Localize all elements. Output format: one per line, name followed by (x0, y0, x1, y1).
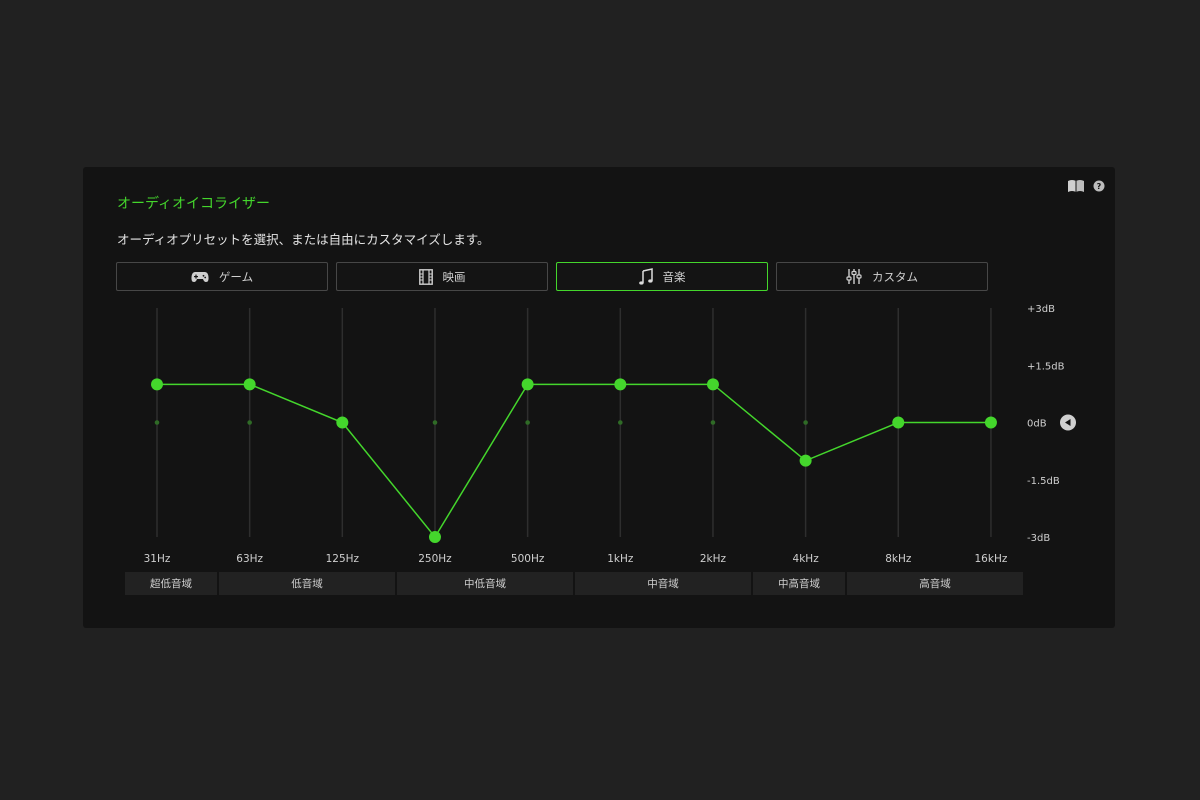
eq-band-knob-250Hz[interactable] (428, 531, 441, 543)
frequency-band-label: 中高音域 (753, 572, 845, 595)
eq-band-knob-1kHz[interactable] (614, 378, 627, 391)
eq-band-knob-63Hz[interactable] (243, 378, 256, 391)
preset-music-button[interactable]: 音楽 (556, 262, 768, 291)
eq-curve-line (157, 383, 991, 539)
panel-title: オーディオイコライザー (117, 196, 271, 212)
db-tick-label: +1.5dB (1027, 361, 1065, 372)
help-icon[interactable]: ? (1093, 180, 1105, 192)
eq-band-knob-125Hz[interactable] (336, 416, 349, 429)
eq-band-knob-8kHz[interactable] (892, 416, 905, 429)
zero-marker (618, 420, 623, 425)
frequency-label: 125Hz (326, 553, 360, 565)
eq-band-knob-500Hz[interactable] (521, 378, 534, 391)
frequency-band-label: 超低音域 (125, 572, 217, 595)
preset-label: 音楽 (662, 269, 686, 284)
zero-marker (432, 420, 438, 425)
preset-custom-button[interactable]: カスタム (776, 262, 988, 291)
panel-description: オーディオプリセットを選択、または自由にカスタマイズします。 (117, 232, 490, 247)
svg-text:?: ? (1097, 182, 1102, 191)
equalizer-panel: ? オーディオイコライザー オーディオプリセットを選択、または自由にカスタマイズ… (83, 167, 1115, 628)
frequency-band-label: 中低音域 (397, 572, 573, 595)
db-tick-label: -1.5dB (1027, 476, 1060, 487)
frequency-band-label: 中音域 (575, 572, 751, 595)
frequency-label: 63Hz (236, 553, 263, 565)
preset-label: 映画 (442, 269, 466, 284)
frequency-band-label: 低音域 (219, 572, 395, 595)
db-tick-label: 0dB (1027, 419, 1047, 430)
frequency-label: 1kHz (607, 553, 634, 565)
music-note-icon (638, 268, 653, 285)
preset-label: カスタム (872, 269, 918, 284)
gamepad-icon (191, 271, 209, 283)
book-icon[interactable] (1067, 179, 1085, 193)
eq-band-knob-4kHz[interactable] (799, 454, 812, 467)
preset-movie-button[interactable]: 映画 (336, 262, 548, 291)
frequency-label: 2kHz (700, 553, 727, 565)
sliders-icon (846, 268, 862, 285)
frequency-label: 8kHz (885, 553, 912, 565)
frequency-label: 250Hz (418, 553, 452, 565)
zero-marker (710, 420, 716, 425)
zero-marker (154, 420, 160, 425)
panel-corner-icons: ? (1067, 179, 1105, 193)
frequency-label: 500Hz (511, 553, 545, 565)
frequency-label: 31Hz (144, 553, 171, 565)
frequency-band-label: 高音域 (847, 572, 1023, 595)
zero-marker (803, 420, 808, 425)
db-tick-label: -3dB (1027, 533, 1050, 544)
preset-game-button[interactable]: ゲーム (116, 262, 328, 291)
eq-band-knob-31Hz[interactable] (151, 378, 163, 391)
preset-label: ゲーム (218, 269, 254, 284)
db-tick-label: +3dB (1027, 304, 1055, 315)
reset-arrow-icon[interactable] (1060, 414, 1076, 431)
eq-band-knob-2kHz[interactable] (706, 378, 719, 391)
film-icon (418, 268, 433, 285)
preset-buttons: ゲーム 映画 (116, 262, 988, 291)
frequency-label: 4kHz (793, 553, 820, 565)
frequency-label: 16kHz (975, 553, 1008, 565)
zero-marker (247, 420, 252, 425)
eq-band-knob-16kHz[interactable] (984, 416, 997, 429)
zero-marker (525, 420, 530, 425)
